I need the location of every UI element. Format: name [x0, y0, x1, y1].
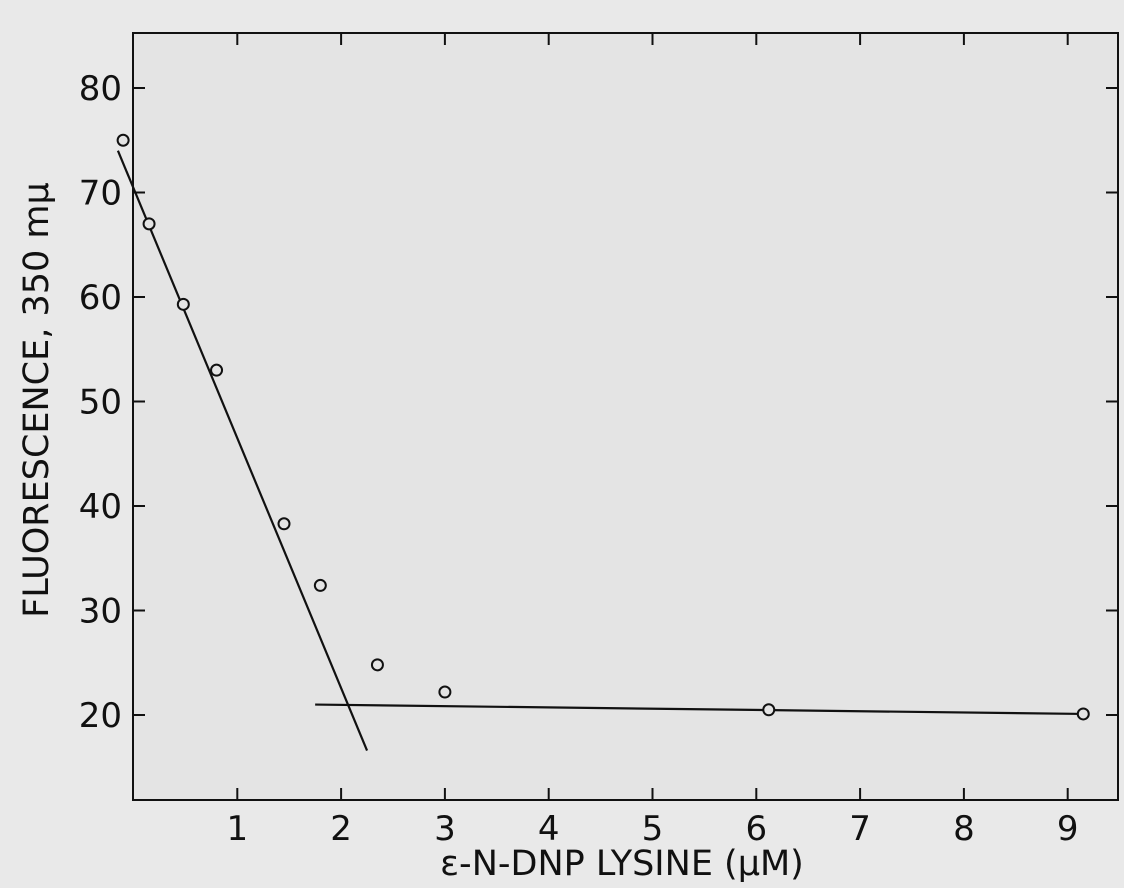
data-point	[370, 658, 384, 672]
plot-frame	[132, 32, 1119, 801]
data-point	[313, 578, 327, 592]
data-point	[210, 363, 224, 377]
y-tick-label: 60	[79, 278, 122, 318]
y-tick-label: 40	[79, 487, 122, 527]
y-tick-label: 80	[79, 69, 122, 109]
x-tick-label: 6	[745, 809, 767, 849]
x-tick-label: 8	[953, 809, 975, 849]
x-tick-label: 9	[1057, 809, 1079, 849]
fit-line	[116, 150, 369, 751]
data-point	[438, 685, 452, 699]
x-axis-label: ε-N-DNP LYSINE (μM)	[440, 844, 804, 884]
data-point	[116, 133, 130, 147]
data-point	[176, 297, 190, 311]
data-point	[762, 703, 776, 717]
fit-line	[315, 703, 1084, 716]
plot-area	[132, 32, 1119, 801]
x-tick-label: 2	[330, 809, 352, 849]
data-point	[1076, 707, 1090, 721]
x-tick-label: 1	[226, 809, 248, 849]
data-points	[116, 133, 1090, 721]
x-tick-label: 3	[434, 809, 456, 849]
y-axis: 20 30 40 50 60 70 80	[79, 69, 1118, 736]
y-tick-label: 70	[79, 174, 122, 214]
y-tick-label: 30	[79, 592, 122, 632]
y-axis-label: FLUORESCENCE, 350 mμ	[17, 182, 57, 618]
data-point	[142, 217, 156, 231]
x-axis: 1 2 3 4 5 6 7 8 9	[226, 33, 1079, 849]
fit-lines	[116, 150, 1084, 751]
x-tick-label: 4	[538, 809, 560, 849]
y-tick-label: 20	[79, 696, 122, 736]
y-tick-label: 50	[79, 383, 122, 423]
x-tick-label: 7	[849, 809, 871, 849]
x-tick-label: 5	[642, 809, 664, 849]
data-point	[277, 517, 291, 531]
